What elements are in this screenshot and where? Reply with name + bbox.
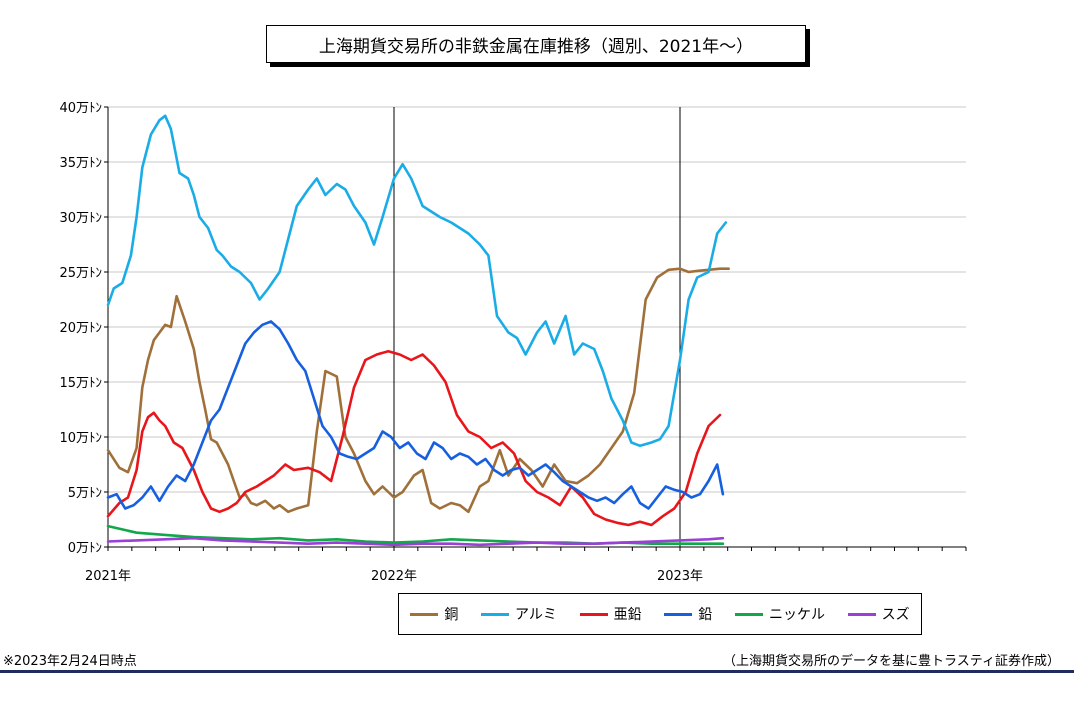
as-of-note: ※2023年2月24日時点 bbox=[3, 654, 137, 669]
x-tick-label: 2023年 bbox=[657, 569, 703, 584]
legend-label-aluminum: アルミ bbox=[515, 607, 557, 623]
legend-swatch-copper bbox=[410, 612, 439, 616]
legend-label-tin: スズ bbox=[881, 607, 910, 623]
y-tick-label: 15万ﾄﾝ bbox=[59, 376, 102, 391]
legend-label-nickel: ニッケル bbox=[768, 607, 825, 623]
legend-swatch-tin bbox=[847, 612, 876, 616]
tick-labels: 0万ﾄﾝ 5万ﾄﾝ 10万ﾄﾝ 15万ﾄﾝ 20万ﾄﾝ 25万ﾄﾝ 30万ﾄﾝ 35万ﾄﾝ 40… bbox=[59, 101, 703, 584]
legend-swatch-zinc bbox=[579, 612, 608, 616]
legend: 銅 アルミ 亜鉛 鉛 ニッケル スズ bbox=[398, 593, 922, 635]
series-line-5 bbox=[106, 536, 725, 547]
legend-swatch-aluminum bbox=[481, 612, 510, 616]
y-tick-label: 5万ﾄﾝ bbox=[68, 486, 102, 501]
legend-swatch-lead bbox=[664, 612, 693, 616]
legend-label-lead: 鉛 bbox=[698, 607, 713, 623]
series-line-0 bbox=[106, 267, 730, 514]
series-line-2 bbox=[106, 349, 722, 527]
series-line-1 bbox=[106, 114, 728, 448]
legend-label-zinc: 亜鉛 bbox=[613, 607, 642, 623]
x-tick-label: 2022年 bbox=[371, 569, 417, 584]
y-tick-label: 35万ﾄﾝ bbox=[59, 156, 102, 171]
footer-rule bbox=[0, 670, 1074, 673]
legend-item-copper: 銅 bbox=[410, 604, 458, 624]
grid-lines bbox=[108, 106, 966, 493]
y-tick-label: 30万ﾄﾝ bbox=[59, 211, 102, 226]
legend-swatch-nickel bbox=[734, 612, 763, 616]
series-lines bbox=[106, 114, 730, 547]
legend-item-zinc: 亜鉛 bbox=[579, 604, 642, 624]
legend-item-nickel: ニッケル bbox=[734, 604, 825, 624]
x-tick-label: 2021年 bbox=[85, 569, 131, 584]
y-tick-label: 25万ﾄﾝ bbox=[59, 266, 102, 281]
y-tick-label: 20万ﾄﾝ bbox=[59, 321, 102, 336]
chart-title: 上海期貨交易所の非鉄金属在庫推移（週別、2021年〜） bbox=[266, 25, 806, 63]
legend-item-aluminum: アルミ bbox=[481, 604, 557, 624]
source-note: （上海期貨交易所のデータを基に豊トラスティ証券作成） bbox=[723, 654, 1060, 669]
axes bbox=[104, 106, 967, 551]
series-line-3 bbox=[106, 320, 725, 510]
legend-label-copper: 銅 bbox=[444, 607, 459, 623]
chart-title-text: 上海期貨交易所の非鉄金属在庫推移（週別、2021年〜） bbox=[318, 36, 754, 57]
legend-item-tin: スズ bbox=[847, 604, 910, 624]
y-tick-label: 10万ﾄﾝ bbox=[59, 431, 102, 446]
legend-item-lead: 鉛 bbox=[664, 604, 712, 624]
y-tick-label: 40万ﾄﾝ bbox=[59, 101, 102, 116]
y-tick-label: 0万ﾄﾝ bbox=[68, 541, 102, 556]
